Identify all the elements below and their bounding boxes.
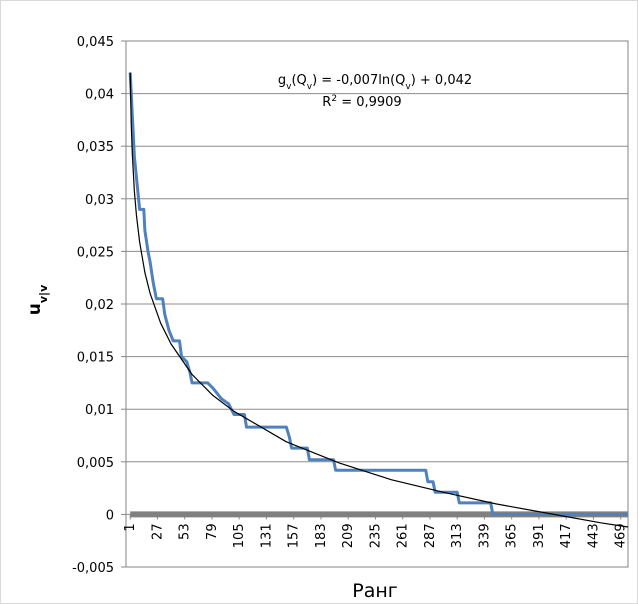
plot-border bbox=[125, 40, 629, 568]
x-tick-label: 391 bbox=[532, 523, 547, 548]
y-tick-label: 0,025 bbox=[77, 245, 114, 260]
x-tick-label: 365 bbox=[505, 523, 520, 548]
x-axis-label: Ранг bbox=[352, 580, 398, 602]
y-tick-label: -0,005 bbox=[72, 561, 114, 576]
x-tick-label: 1 bbox=[123, 523, 138, 531]
y-tick-label: 0 bbox=[106, 508, 114, 523]
r-part: = 0,9909 bbox=[337, 95, 402, 110]
y-tick-label: 0,035 bbox=[77, 140, 114, 155]
y-axis-label: uv|v bbox=[25, 284, 50, 315]
eq-sub: v bbox=[307, 82, 313, 92]
eq-sub: v bbox=[405, 82, 411, 92]
eq-part: ) + 0,042 bbox=[411, 73, 472, 88]
x-tick-label: 105 bbox=[232, 523, 247, 548]
eq-sub: v bbox=[286, 82, 292, 92]
x-tick-label: 27 bbox=[150, 523, 165, 540]
y-label-sub: v|v bbox=[37, 284, 50, 303]
x-tick-label: 79 bbox=[205, 523, 220, 540]
eq-part: (Q bbox=[291, 73, 306, 88]
x-tick-label: 53 bbox=[178, 523, 193, 540]
x-tick-label: 417 bbox=[559, 523, 574, 548]
y-tick-label: 0,015 bbox=[77, 351, 114, 366]
r-squared: R2 = 0,9909 bbox=[322, 94, 401, 110]
y-tick-label: 0,005 bbox=[77, 456, 114, 471]
x-tick-label: 183 bbox=[314, 523, 329, 548]
x-tick-label: 157 bbox=[287, 523, 302, 548]
x-tick-label: 469 bbox=[614, 523, 629, 548]
x-tick-label: 443 bbox=[586, 523, 601, 548]
y-tick-label: 0,045 bbox=[77, 35, 114, 50]
y-label-main: u bbox=[25, 303, 45, 315]
y-tick-label: 0,03 bbox=[85, 193, 114, 208]
x-tick-label: 209 bbox=[341, 523, 356, 548]
trend-equation: gv(Qv) = -0,007ln(Qv) + 0,042 bbox=[278, 73, 472, 92]
x-tick-label: 313 bbox=[450, 523, 465, 548]
r-sup: 2 bbox=[331, 94, 337, 104]
x-tick-label: 339 bbox=[477, 523, 492, 548]
eq-part: g bbox=[278, 73, 286, 88]
x-tick-label: 287 bbox=[423, 523, 438, 548]
r-part: R bbox=[322, 95, 331, 110]
plot-area bbox=[121, 40, 629, 568]
x-tick-label: 261 bbox=[396, 523, 411, 548]
y-tick-label: 0,02 bbox=[85, 298, 114, 313]
y-tick-label: 0,01 bbox=[85, 403, 114, 418]
x-tick-label: 131 bbox=[259, 523, 274, 548]
eq-part: ) = -0,007ln(Q bbox=[312, 73, 405, 88]
x-tick-label: 235 bbox=[368, 523, 383, 548]
series-line bbox=[129, 72, 629, 528]
y-tick-label: 0,04 bbox=[85, 88, 114, 103]
series-line bbox=[128, 72, 628, 516]
